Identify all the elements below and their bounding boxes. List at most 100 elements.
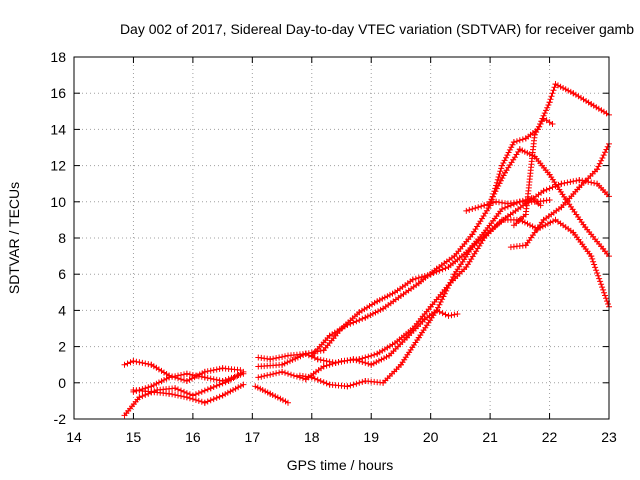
data-point [320, 357, 327, 364]
data-point [493, 185, 500, 192]
series-sat-m [487, 146, 612, 260]
data-point [273, 370, 280, 377]
data-point [504, 152, 511, 159]
data-point [276, 369, 283, 376]
data-point [441, 290, 448, 297]
data-point [510, 139, 517, 146]
data-point [499, 175, 506, 182]
data-point [274, 394, 281, 401]
data-point [445, 312, 452, 319]
data-point [598, 157, 605, 164]
data-point [317, 378, 324, 384]
data-point [516, 198, 523, 205]
data-point [489, 193, 496, 200]
x-tick-label: 15 [126, 429, 142, 445]
data-point [595, 163, 602, 170]
data-point [418, 273, 425, 280]
series-sat-j [308, 81, 612, 359]
data-point [308, 374, 315, 381]
data-point [139, 393, 146, 400]
data-point [602, 149, 608, 156]
data-point [506, 146, 513, 153]
data-point [386, 291, 393, 298]
data-point [207, 385, 214, 392]
data-point [201, 399, 208, 406]
data-point [475, 204, 482, 211]
data-point [373, 359, 380, 366]
data-point [603, 146, 610, 153]
data-point [213, 394, 220, 401]
data-point [499, 206, 505, 212]
y-tick-label: 16 [50, 85, 66, 101]
data-point [493, 179, 500, 186]
data-point [591, 261, 598, 268]
data-point [279, 368, 286, 375]
data-point [437, 299, 444, 305]
data-point [294, 354, 301, 361]
data-point [560, 85, 567, 91]
data-point [192, 397, 199, 403]
y-tick-label: 2 [58, 339, 66, 355]
data-point [499, 162, 505, 169]
axis-ticks: 14 15 16 17 18 19 20 21 22 23 -2 0 2 4 6 8 10 12 14 16 18 [50, 49, 617, 445]
data-point [121, 361, 128, 368]
data-point [488, 196, 495, 203]
data-point [542, 222, 549, 229]
data-point [546, 99, 553, 106]
data-point [201, 387, 208, 394]
y-tick-label: 12 [50, 158, 66, 174]
y-tick-label: 10 [50, 194, 66, 210]
data-point [565, 87, 572, 94]
data-point [378, 356, 385, 363]
data-point [267, 371, 274, 378]
data-point [598, 281, 605, 288]
data-point [447, 279, 454, 286]
data-point [549, 184, 556, 191]
data-point [544, 104, 551, 111]
data-point [210, 384, 217, 390]
data-point [292, 355, 299, 362]
data-point [161, 377, 167, 383]
data-point [537, 202, 544, 209]
data-point [204, 368, 211, 375]
data-point [232, 385, 239, 392]
data-point [347, 320, 354, 327]
series-sat-c [130, 381, 247, 406]
data-point [547, 219, 554, 226]
data-point [320, 363, 327, 370]
data-point [540, 187, 547, 194]
data-point [302, 350, 309, 357]
data-point [543, 186, 550, 193]
data-point [596, 160, 603, 167]
data-point [326, 361, 333, 368]
data-point [300, 352, 307, 358]
data-point [454, 311, 461, 317]
data-point [235, 384, 242, 391]
data-point [436, 308, 443, 315]
data-point [201, 368, 208, 375]
data-point [599, 284, 606, 291]
data-point [481, 202, 488, 209]
data-point [350, 381, 357, 388]
data-point [364, 313, 371, 320]
data-point [594, 166, 601, 173]
data-point [240, 381, 247, 388]
data-point [505, 149, 512, 156]
data-point [602, 292, 608, 299]
data-point [605, 301, 611, 307]
data-point [466, 206, 473, 213]
data-point [588, 179, 595, 186]
data-point [564, 179, 571, 186]
data-point [207, 375, 214, 382]
data-point [501, 157, 508, 164]
data-point [496, 180, 503, 187]
data-point [375, 308, 381, 315]
data-point [365, 353, 372, 360]
data-point [210, 367, 217, 374]
data-point [362, 359, 369, 366]
data-point [175, 372, 181, 379]
y-axis-label: SDTVAR / TECUs [6, 182, 22, 294]
data-point [549, 90, 556, 97]
grid [74, 57, 609, 419]
